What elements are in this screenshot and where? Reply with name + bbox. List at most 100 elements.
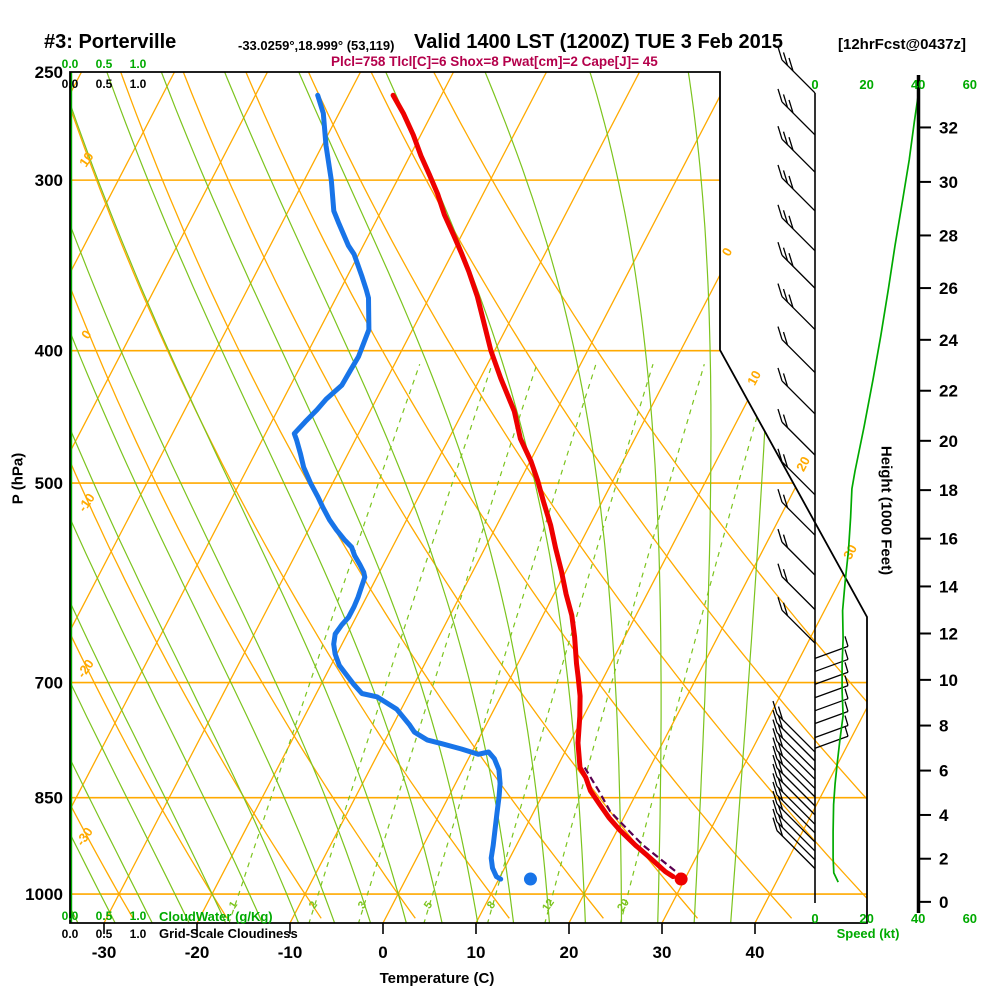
svg-text:18: 18	[939, 481, 958, 500]
temperature-curve	[390, 92, 676, 880]
parcel-path	[583, 767, 685, 879]
svg-text:0.0: 0.0	[62, 77, 79, 91]
svg-text:28: 28	[939, 226, 958, 245]
station-title: #3: Porterville	[44, 31, 177, 53]
svg-text:8: 8	[939, 717, 948, 736]
wind-barbs	[772, 46, 849, 903]
svg-text:400: 400	[35, 342, 63, 361]
svg-text:0.5: 0.5	[96, 77, 113, 91]
svg-text:2: 2	[939, 850, 948, 869]
svg-text:40: 40	[746, 943, 765, 962]
svg-text:40: 40	[911, 911, 925, 926]
cloudwater-axis-title: CloudWater (g/Kg)	[159, 909, 273, 924]
svg-text:30: 30	[939, 173, 958, 192]
svg-text:500: 500	[35, 474, 63, 493]
cloudiness-scales: 0.0 0.0 0.5 0.5 1.0 1.0 0.0 0.0 0.5 0.5 1.0 1.0	[62, 57, 147, 941]
svg-text:-30: -30	[92, 943, 117, 962]
valid-time-title: Valid 1400 LST (1200Z) TUE 3 Feb 2015	[414, 31, 784, 53]
isobar-lines	[70, 179, 867, 895]
isotherm-labels: 0 10 20 30	[719, 245, 860, 562]
svg-text:16: 16	[939, 530, 958, 549]
moist-adiabat-lines	[70, 72, 775, 923]
svg-text:0.0: 0.0	[62, 909, 79, 923]
svg-text:40: 40	[911, 77, 925, 92]
svg-text:60: 60	[963, 77, 977, 92]
svg-text:300: 300	[35, 171, 63, 190]
svg-text:14: 14	[939, 577, 958, 596]
svg-text:0.0: 0.0	[62, 927, 79, 941]
svg-text:20: 20	[793, 454, 813, 474]
svg-text:24: 24	[939, 331, 958, 350]
sounding-indices: Plcl=758 Tlcl[C]=6 Shox=8 Pwat[cm]=2 Cap…	[331, 54, 658, 69]
dewpoint-curve	[291, 92, 504, 882]
surface-dots	[523, 872, 688, 886]
svg-text:20: 20	[939, 432, 958, 451]
svg-text:0.5: 0.5	[96, 909, 113, 923]
svg-text:12: 12	[540, 897, 557, 914]
svg-text:0: 0	[939, 893, 948, 912]
mixing-ratio-lines	[228, 364, 773, 923]
svg-text:30: 30	[840, 542, 860, 562]
svg-text:700: 700	[35, 674, 63, 693]
mixing-ratio-labels: 1 2 3 5 8 12 20	[227, 897, 632, 914]
svg-text:850: 850	[35, 789, 63, 808]
svg-text:1: 1	[227, 899, 240, 911]
svg-text:60: 60	[963, 911, 977, 926]
svg-text:1.0: 1.0	[130, 57, 147, 71]
station-coords: -33.0259°,18.999° (53,119)	[238, 38, 395, 53]
svg-text:-20: -20	[74, 656, 97, 680]
speed-axis-title: Speed (kt)	[836, 926, 900, 941]
svg-text:1.0: 1.0	[130, 909, 147, 923]
svg-text:26: 26	[939, 279, 958, 298]
svg-text:22: 22	[939, 382, 958, 401]
temperature-axis: -30 -20 -10 0 10 20 30 40	[92, 923, 765, 962]
svg-text:30: 30	[653, 943, 672, 962]
forecast-tag: [12hrFcst@0437z]	[838, 36, 967, 53]
svg-text:1.0: 1.0	[130, 927, 147, 941]
svg-text:32: 32	[939, 118, 958, 137]
svg-text:2: 2	[307, 899, 320, 911]
svg-text:-10: -10	[75, 490, 98, 514]
gridscale-axis-title: Grid-Scale Cloudiness	[159, 926, 298, 941]
svg-text:0.5: 0.5	[96, 927, 113, 941]
svg-text:-10: -10	[278, 943, 303, 962]
isotherm-lines	[70, 72, 867, 923]
wind-speed-profile	[832, 95, 920, 883]
svg-text:10: 10	[939, 671, 958, 690]
svg-text:0: 0	[811, 911, 818, 926]
svg-text:8: 8	[485, 899, 498, 911]
svg-text:0.5: 0.5	[96, 57, 113, 71]
svg-text:3: 3	[356, 899, 369, 911]
svg-text:1.0: 1.0	[130, 77, 147, 91]
dry-adiabat-labels: 100-10-20-30	[73, 149, 98, 848]
svg-text:5: 5	[422, 899, 435, 911]
svg-text:0: 0	[719, 245, 736, 258]
svg-text:1000: 1000	[25, 885, 63, 904]
svg-text:20: 20	[859, 911, 873, 926]
svg-text:10: 10	[76, 149, 97, 169]
svg-text:20: 20	[859, 77, 873, 92]
surface-temperature-dot	[674, 872, 688, 886]
svg-text:4: 4	[939, 806, 949, 825]
svg-text:-20: -20	[185, 943, 210, 962]
svg-text:20: 20	[560, 943, 579, 962]
svg-text:20: 20	[615, 897, 632, 914]
svg-text:12: 12	[939, 625, 958, 644]
temperature-axis-title: Temperature (C)	[379, 970, 495, 987]
svg-text:0.0: 0.0	[62, 57, 79, 71]
svg-text:0: 0	[78, 327, 94, 342]
surface-dewpoint-dot	[523, 872, 537, 886]
svg-text:10: 10	[467, 943, 486, 962]
svg-text:0: 0	[378, 943, 387, 962]
pressure-axis-title: P (hPa)	[9, 452, 27, 505]
plot-boundary	[69, 71, 868, 924]
svg-text:250: 250	[35, 63, 63, 82]
height-axis-title: Height (1000 Feet)	[877, 445, 895, 576]
svg-text:6: 6	[939, 762, 948, 781]
svg-text:0: 0	[811, 77, 818, 92]
pressure-axis: 250 300 400 500 700 850 1000	[25, 63, 63, 904]
